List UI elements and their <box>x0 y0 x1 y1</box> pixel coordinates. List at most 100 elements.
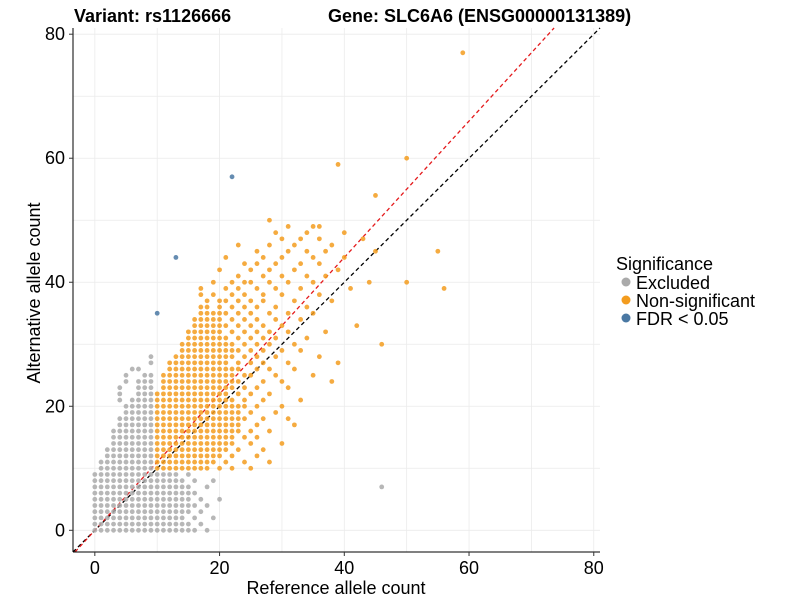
point-non-significant <box>198 391 204 397</box>
point-excluded <box>92 521 98 527</box>
point-non-significant <box>173 379 179 384</box>
point-non-significant <box>204 372 210 378</box>
point-non-significant <box>335 162 341 167</box>
point-excluded <box>104 472 110 477</box>
point-excluded <box>179 496 185 502</box>
point-excluded <box>123 453 129 459</box>
point-non-significant <box>248 428 254 434</box>
point-non-significant <box>248 348 254 353</box>
point-non-significant <box>285 385 291 391</box>
point-non-significant <box>223 385 229 391</box>
point-excluded <box>117 484 123 490</box>
point-non-significant <box>154 391 160 397</box>
point-excluded <box>129 521 135 527</box>
point-non-significant <box>217 422 222 428</box>
point-excluded <box>111 441 116 446</box>
point-non-significant <box>167 428 173 434</box>
point-excluded <box>142 422 148 428</box>
point-excluded <box>148 434 154 440</box>
point-non-significant <box>179 391 185 397</box>
point-excluded <box>136 397 141 403</box>
legend-label: Excluded <box>636 273 710 293</box>
point-non-significant <box>304 335 310 341</box>
point-excluded <box>148 496 154 502</box>
point-non-significant <box>154 410 160 415</box>
point-non-significant <box>260 379 266 384</box>
point-non-significant <box>217 385 222 391</box>
point-excluded <box>148 521 154 527</box>
point-non-significant <box>204 304 210 310</box>
point-non-significant <box>267 279 272 285</box>
point-non-significant <box>210 292 216 298</box>
axes: 0 20 40 60 80 0 20 40 60 80 <box>45 24 604 578</box>
point-non-significant <box>185 403 191 409</box>
point-non-significant <box>235 416 241 422</box>
point-non-significant <box>173 465 179 471</box>
point-excluded <box>111 515 116 521</box>
point-non-significant <box>167 397 173 403</box>
point-excluded <box>173 484 179 490</box>
point-excluded <box>136 509 141 515</box>
x-tick-label: 40 <box>334 558 354 578</box>
point-excluded <box>104 459 110 465</box>
point-non-significant <box>242 434 247 440</box>
point-excluded <box>123 527 129 533</box>
point-non-significant <box>229 434 235 440</box>
point-non-significant <box>198 453 204 459</box>
point-excluded <box>179 515 185 521</box>
y-axis-title: Alternative allele count <box>24 202 44 383</box>
point-non-significant <box>217 403 222 409</box>
point-non-significant <box>185 354 191 360</box>
point-non-significant <box>235 286 241 291</box>
point-non-significant <box>217 397 222 403</box>
point-non-significant <box>210 397 216 403</box>
point-non-significant <box>167 465 173 471</box>
point-non-significant <box>198 403 204 409</box>
point-excluded <box>136 472 141 477</box>
point-excluded <box>123 503 129 508</box>
point-excluded <box>148 354 154 360</box>
point-non-significant <box>242 416 247 422</box>
point-non-significant <box>348 286 353 291</box>
point-excluded <box>98 515 104 521</box>
point-non-significant <box>192 317 198 322</box>
point-non-significant <box>217 317 222 322</box>
point-non-significant <box>254 317 260 322</box>
point-excluded <box>129 472 135 477</box>
point-non-significant <box>235 242 241 248</box>
point-non-significant <box>198 292 204 298</box>
point-non-significant <box>248 410 254 415</box>
point-excluded <box>136 503 141 508</box>
point-non-significant <box>185 416 191 422</box>
point-excluded <box>104 490 110 496</box>
point-non-significant <box>198 329 204 335</box>
point-non-significant <box>254 248 260 254</box>
point-non-significant <box>341 255 347 260</box>
point-non-significant <box>179 416 185 422</box>
point-non-significant <box>223 403 229 409</box>
point-non-significant <box>210 428 216 434</box>
point-excluded <box>148 527 154 533</box>
point-non-significant <box>204 329 210 335</box>
point-excluded <box>185 521 191 527</box>
point-non-significant <box>154 447 160 453</box>
point-non-significant <box>404 279 410 285</box>
point-non-significant <box>210 379 216 384</box>
point-excluded <box>142 441 148 446</box>
point-non-significant <box>229 317 235 322</box>
point-non-significant <box>217 453 222 459</box>
point-non-significant <box>235 403 241 409</box>
point-non-significant <box>204 379 210 384</box>
point-non-significant <box>198 366 204 372</box>
point-non-significant <box>185 397 191 403</box>
point-non-significant <box>217 323 222 329</box>
point-excluded <box>129 416 135 422</box>
point-non-significant <box>210 410 216 415</box>
point-non-significant <box>229 348 235 353</box>
point-non-significant <box>223 459 229 465</box>
point-excluded <box>117 521 123 527</box>
point-non-significant <box>217 354 222 360</box>
point-non-significant <box>273 304 279 310</box>
point-non-significant <box>217 341 222 347</box>
point-non-significant <box>198 354 204 360</box>
